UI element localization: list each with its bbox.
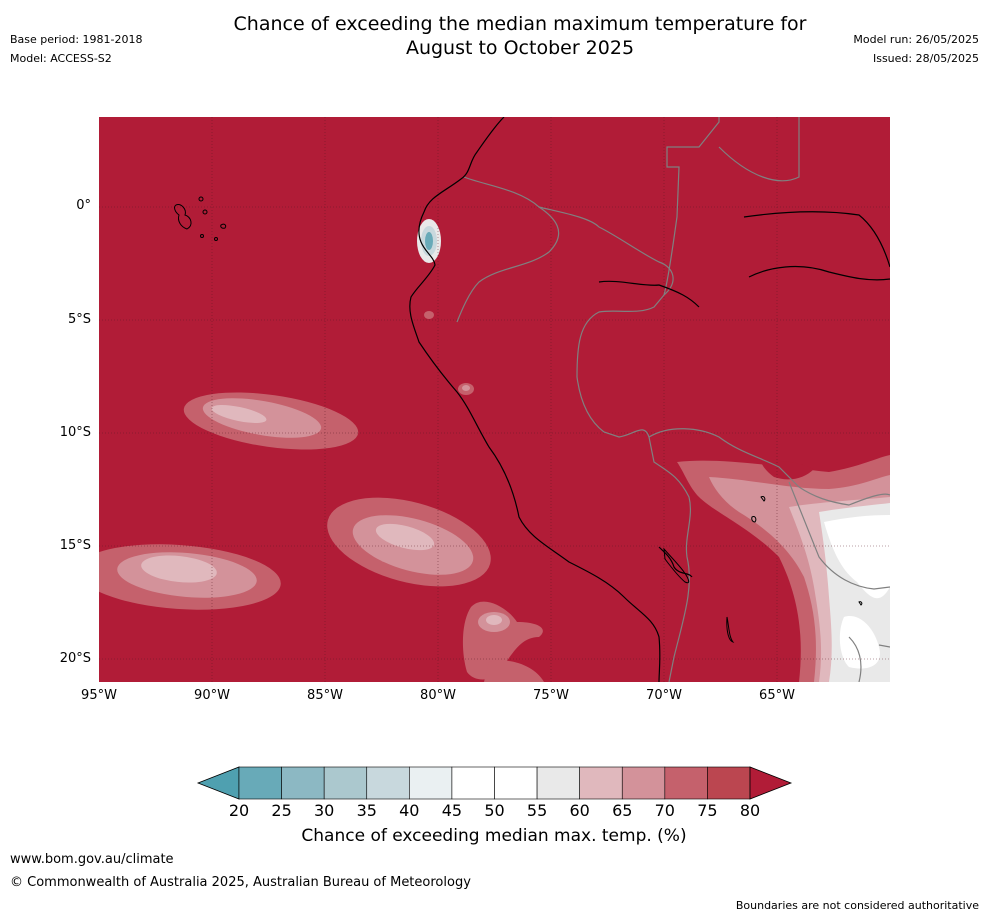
colorbar-tick: 55 [526, 801, 548, 820]
gridlines [99, 117, 890, 682]
map-title: Chance of exceeding the median maximum t… [0, 12, 988, 60]
issued-date: Issued: 28/05/2025 [872, 52, 979, 65]
colorbar-tick: 40 [399, 801, 420, 820]
contour-offshore-middle [327, 497, 491, 587]
lon-tick-90w: 90°W [194, 688, 230, 703]
lon-tick-70w: 70°W [646, 688, 682, 703]
lat-tick-20s: 20°S [59, 651, 91, 666]
colorbar-segment [451, 766, 495, 800]
colorbar-extend-high [749, 766, 793, 800]
colorbar-tick: 25 [271, 801, 292, 820]
colorbar-segment [323, 766, 368, 800]
colorbar-segment [238, 766, 282, 800]
map-panel [99, 117, 890, 682]
contour-offshore-far-south [462, 601, 544, 682]
colorbar-segment [281, 766, 325, 800]
contour-offshore-north [183, 392, 359, 450]
meta-left: Base period: 1981-2018 Model: ACCESS-S2 [10, 30, 142, 68]
colorbar-tick: 75 [697, 801, 718, 820]
lat-tick-10s: 10°S [59, 425, 91, 440]
colorbar-tick: 35 [356, 801, 377, 820]
footer-copyright: © Commonwealth of Australia 2025, Austra… [10, 875, 471, 890]
base-period: Base period: 1981-2018 [10, 33, 143, 46]
colorbar-extend-low [196, 766, 240, 800]
footer-url[interactable]: www.bom.gov.au/climate [10, 852, 174, 867]
contour-bolivia-region [677, 455, 890, 682]
colorbar-tick: 45 [441, 801, 463, 820]
colorbar-label: Chance of exceeding median max. temp. (%… [301, 826, 687, 846]
colorbar-segment [579, 766, 623, 800]
lon-tick-95w: 95°W [81, 688, 117, 703]
lon-tick-65w: 65°W [759, 688, 795, 703]
colorbar-tick: 80 [739, 801, 761, 820]
colorbar-tick: 20 [228, 801, 250, 820]
map-canvas [99, 117, 890, 682]
lat-tick-15s: 15°S [59, 538, 91, 553]
contour-offshore-south [99, 544, 281, 610]
title-line-2: August to October 2025 [405, 37, 635, 59]
lat-tick-0: 0° [76, 198, 91, 213]
model-run: Model run: 26/05/2025 [853, 33, 979, 46]
lat-tick-5s: 5°S [67, 312, 91, 327]
colorbar-segment [707, 766, 751, 800]
colorbar-tick: 65 [612, 801, 633, 820]
meta-right: Model run: 26/05/2025 Issued: 28/05/2025 [853, 30, 979, 68]
colorbar-segment [366, 766, 410, 800]
lon-tick-80w: 80°W [420, 688, 456, 703]
coastlines [409, 117, 890, 682]
colorbar-segment [409, 766, 453, 800]
colorbar-segment [494, 766, 538, 800]
colorbar-tick: 50 [484, 801, 505, 820]
galapagos-islands [174, 196, 227, 241]
lon-tick-75w: 75°W [533, 688, 569, 703]
lon-tick-85w: 85°W [307, 688, 343, 703]
model-name: Model: ACCESS-S2 [10, 52, 112, 65]
lake-titicaca [663, 496, 863, 643]
title-line-1: Chance of exceeding the median maximum t… [233, 13, 807, 35]
colorbar-tick: 70 [654, 801, 675, 820]
colorbar-tick: 30 [314, 801, 335, 820]
country-borders [456, 117, 890, 682]
colorbar-tick: 60 [569, 801, 590, 820]
colorbar-segment [536, 766, 580, 800]
colorbar-segment [664, 766, 708, 800]
footer-note: Boundaries are not considered authoritat… [735, 899, 979, 912]
colorbar-segment [621, 766, 666, 800]
